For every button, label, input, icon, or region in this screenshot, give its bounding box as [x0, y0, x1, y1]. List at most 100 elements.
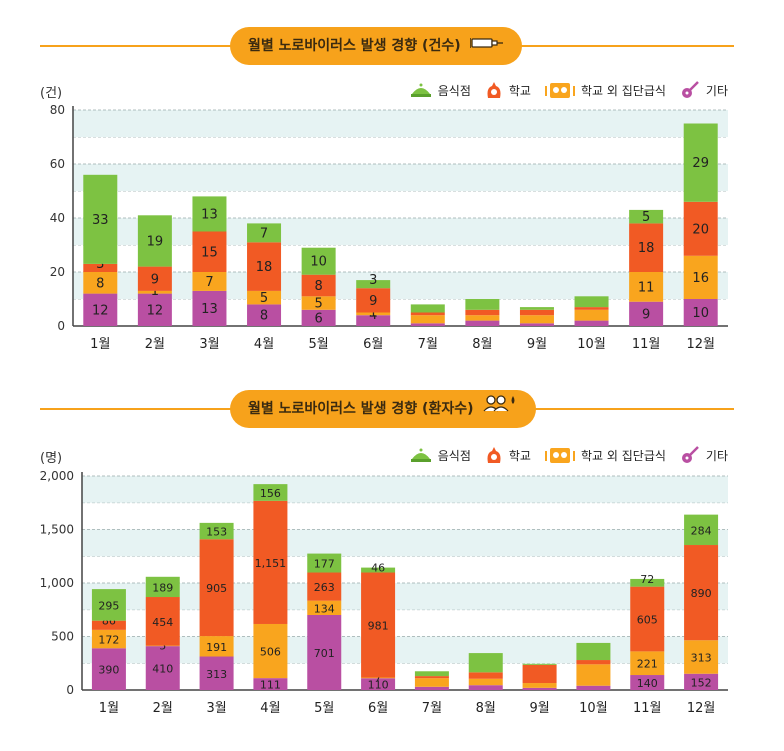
bar-segment — [247, 304, 282, 326]
data-label: 140 — [637, 677, 658, 690]
bar-segment — [410, 312, 445, 316]
bar-segment — [199, 539, 234, 637]
data-label: 3 — [96, 257, 104, 272]
lunchbox-icon — [544, 83, 575, 98]
grid-band — [82, 529, 728, 557]
bar-segment — [145, 576, 180, 598]
legend-item-restaurant: 음식점 — [410, 446, 471, 464]
bar-segment — [253, 678, 288, 690]
x-tick-label: 1월 — [99, 701, 119, 716]
bar-segment — [576, 664, 611, 686]
x-tick-label: 2월 — [145, 337, 165, 352]
y-tick-label: 80 — [50, 103, 65, 117]
data-label: 177 — [314, 558, 335, 571]
x-tick-label: 7월 — [422, 701, 442, 716]
data-label: 134 — [314, 602, 335, 615]
bar-segment — [361, 678, 396, 690]
chart-title: 월별 노로바이러스 발생 경향 (환자수) — [248, 401, 474, 417]
data-label: 20 — [692, 222, 709, 237]
grid-band — [82, 476, 728, 503]
data-label: 189 — [152, 581, 173, 594]
bar-segment — [301, 296, 336, 310]
bar-segment — [83, 174, 118, 264]
legend-item-school: 학교 — [485, 80, 531, 100]
data-label: 605 — [637, 614, 658, 627]
bar-segment — [684, 673, 719, 690]
bar-segment — [410, 323, 445, 326]
bar-segment — [137, 290, 172, 294]
legend-item-other: 기타 — [680, 80, 728, 100]
data-label: 8 — [314, 279, 322, 294]
bar-segment — [574, 296, 609, 308]
bar-segment — [574, 309, 609, 321]
x-tick-label: 10월 — [579, 701, 608, 716]
data-label: 12 — [147, 303, 164, 318]
data-label: 15 — [201, 245, 218, 260]
bar-segment — [468, 672, 503, 679]
school-bell-icon — [487, 82, 501, 98]
bar-segment — [576, 685, 611, 690]
patients-icon — [482, 390, 518, 428]
bar-segment — [630, 586, 665, 652]
guitar-icon — [681, 81, 699, 98]
bowl-icon — [410, 83, 431, 97]
data-label: 9 — [369, 294, 377, 309]
bar-segment — [519, 307, 554, 310]
bar-segment — [199, 636, 234, 657]
data-label: 701 — [314, 647, 335, 660]
bar-segment — [247, 223, 282, 243]
y-tick-label: 0 — [66, 683, 74, 697]
bar-segment — [574, 307, 609, 310]
data-label: 18 — [256, 260, 273, 275]
y-tick-label: 60 — [50, 157, 65, 171]
y-tick-label: 40 — [50, 211, 65, 225]
x-tick-label: 9월 — [527, 337, 547, 352]
data-label: 9 — [642, 307, 650, 322]
bar-segment — [253, 623, 288, 679]
bar-segment — [91, 648, 126, 690]
data-label: 110 — [368, 679, 389, 692]
legend-item-restaurant: 음식점 — [410, 81, 471, 99]
x-tick-label: 4월 — [254, 337, 274, 352]
bar-segment — [683, 201, 718, 256]
grid-band — [73, 218, 728, 245]
bar-segment — [301, 309, 336, 326]
data-label: 16 — [692, 271, 709, 286]
chart-title-pill: 월별 노로바이러스 발생 경향 (환자수) — [230, 390, 537, 428]
x-tick-label: 3월 — [199, 337, 219, 352]
data-label: 981 — [368, 619, 389, 632]
bar-segment — [522, 683, 557, 688]
data-label: 313 — [691, 651, 712, 664]
data-label: 8 — [260, 309, 268, 324]
bar-segment — [465, 320, 500, 326]
data-label: 454 — [152, 616, 173, 629]
x-tick-label: 9월 — [529, 701, 549, 716]
bar-segment — [519, 323, 554, 326]
data-label: 46 — [371, 562, 385, 575]
bar-segment — [683, 123, 718, 202]
data-label: 156 — [260, 487, 281, 500]
grid-band — [73, 110, 728, 137]
bar-segment — [307, 600, 342, 615]
bar-segment — [145, 597, 180, 646]
bar-segment — [91, 629, 126, 649]
bar-segment — [145, 646, 180, 690]
bar-segment — [356, 312, 391, 316]
bar-segment — [356, 280, 391, 289]
bar-segment — [630, 578, 665, 587]
chart-title: 월별 노로바이러스 발생 경향 (건수) — [248, 38, 461, 54]
data-label: 1,151 — [255, 557, 287, 570]
bar-segment — [683, 299, 718, 326]
bar-segment — [356, 288, 391, 313]
school-bell-icon — [487, 447, 501, 463]
bar-segment — [684, 640, 719, 674]
data-label: 9 — [151, 272, 159, 287]
bar-segment — [83, 293, 118, 326]
data-label: 5 — [159, 640, 166, 653]
data-label: 7 — [205, 275, 213, 290]
bar-segment — [137, 293, 172, 326]
bar-segment — [145, 645, 180, 647]
bar-segment — [91, 620, 126, 630]
bar-segment — [247, 290, 282, 305]
bar-segment — [253, 500, 288, 624]
